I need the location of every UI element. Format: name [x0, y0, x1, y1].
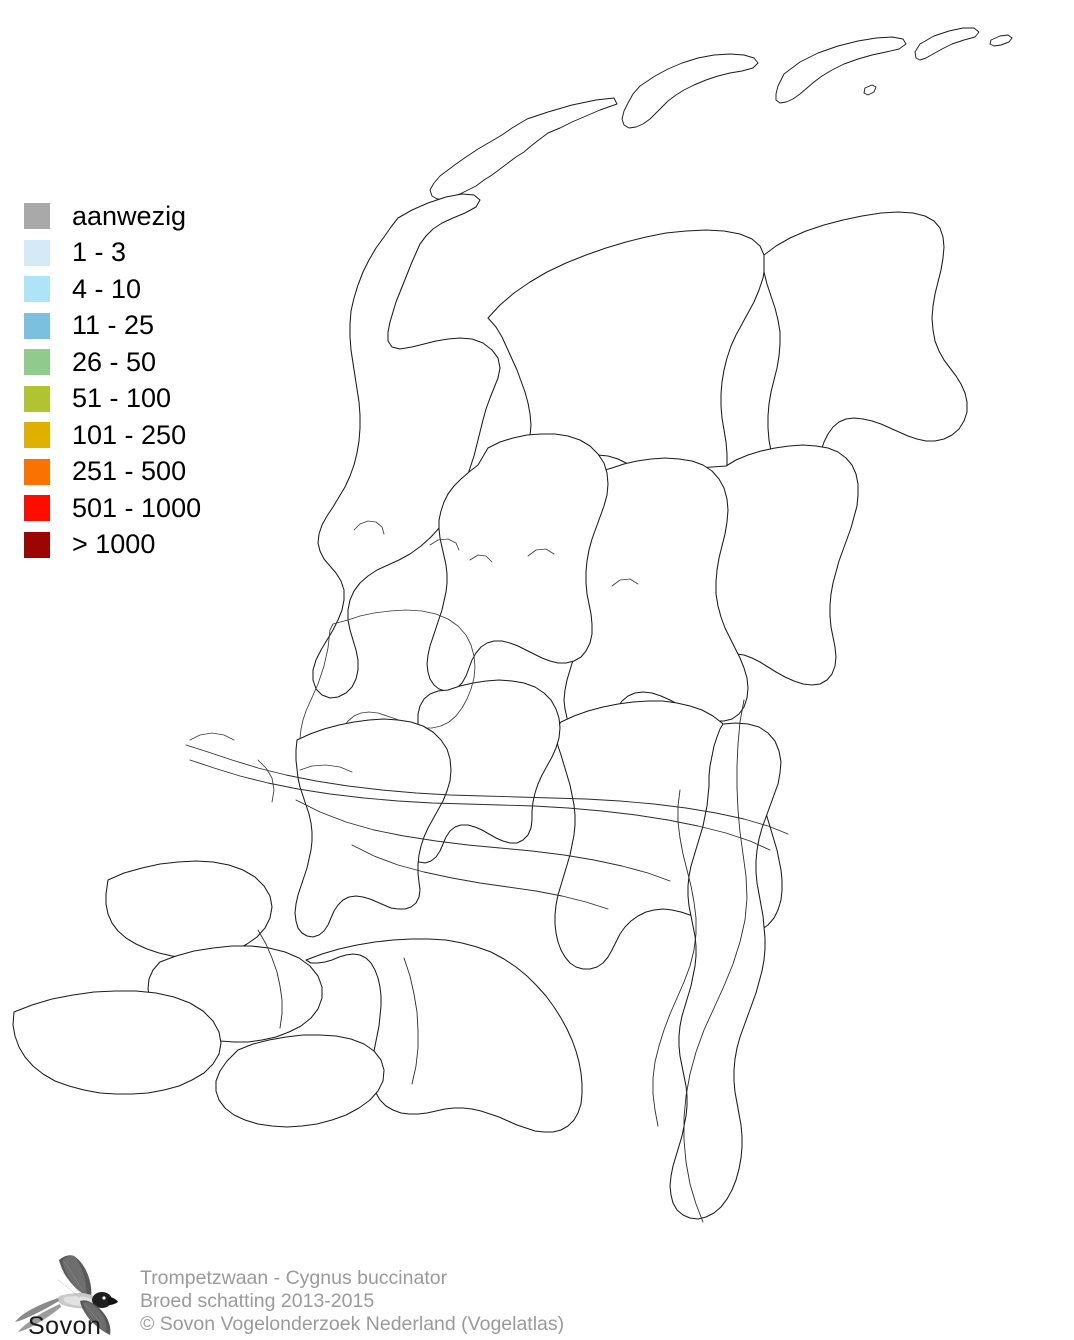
- legend-label: 251 - 500: [72, 456, 187, 487]
- region-limburg: [670, 723, 781, 1219]
- footer-caption: Trompetzwaan - Cygnus buccinator Broed s…: [140, 1267, 564, 1340]
- region-zuid-holland: [295, 719, 451, 937]
- legend-label: aanwezig: [72, 200, 187, 231]
- legend-label: 11 - 25: [72, 310, 155, 341]
- legend-label: 4 - 10: [72, 273, 142, 304]
- map-canvas[interactable]: [0, 0, 1074, 1270]
- legend-label: 26 - 50: [72, 346, 157, 377]
- legend-swatch-501-1000: [24, 495, 50, 522]
- species-name: Trompetzwaan - Cygnus buccinator: [140, 1267, 448, 1289]
- legend-label: 501 - 1000: [72, 492, 202, 523]
- legend-item[interactable]: 4 - 10: [24, 271, 294, 308]
- legend-label: 51 - 100: [72, 383, 172, 414]
- legend-item[interactable]: 26 - 50: [24, 344, 294, 381]
- legend-item[interactable]: 101 - 250: [24, 417, 294, 454]
- legend-swatch-gt-1000: [24, 531, 50, 558]
- legend-label: 101 - 250: [72, 419, 187, 450]
- legend-item[interactable]: 51 - 100: [24, 381, 294, 418]
- legend-item[interactable]: aanwezig: [24, 198, 294, 235]
- map-legend: aanwezig 1 - 3 4 - 10 11 - 25 26 - 50 51…: [24, 198, 294, 563]
- footer: Sovon Trompetzwaan - Cygnus buccinator B…: [0, 1248, 1074, 1340]
- coastal-detail: [189, 520, 639, 803]
- legend-swatch-aanwezig: [24, 203, 50, 230]
- sovon-logo[interactable]: Sovon: [14, 1250, 126, 1340]
- sovon-wordmark: Sovon: [28, 1312, 101, 1340]
- dataset-label: Broed schatting 2013-2015: [140, 1290, 375, 1312]
- netherlands-map[interactable]: [0, 0, 1074, 1270]
- legend-label: > 1000: [72, 529, 156, 560]
- wadden-islands: [429, 27, 1013, 200]
- legend-swatch-11-25: [24, 312, 50, 339]
- legend-swatch-101-250: [24, 422, 50, 449]
- legend-swatch-1-3: [24, 239, 50, 266]
- legend-item[interactable]: 1 - 3: [24, 235, 294, 272]
- legend-swatch-51-100: [24, 385, 50, 412]
- legend-swatch-251-500: [24, 458, 50, 485]
- legend-item[interactable]: 251 - 500: [24, 454, 294, 491]
- legend-swatch-4-10: [24, 276, 50, 303]
- legend-item[interactable]: > 1000: [24, 527, 294, 564]
- region-noord-holland: [313, 194, 500, 698]
- legend-swatch-26-50: [24, 349, 50, 376]
- region-groningen: [764, 212, 967, 482]
- legend-item[interactable]: 11 - 25: [24, 308, 294, 345]
- region-zeeland: [13, 861, 384, 1127]
- legend-label: 1 - 3: [72, 237, 127, 268]
- swallow-bird-icon: Sovon: [15, 1255, 118, 1340]
- legend-item[interactable]: 501 - 1000: [24, 490, 294, 527]
- region-flevoland: [427, 434, 608, 691]
- copyright-line: © Sovon Vogelonderzoek Nederland (Vogela…: [140, 1313, 565, 1335]
